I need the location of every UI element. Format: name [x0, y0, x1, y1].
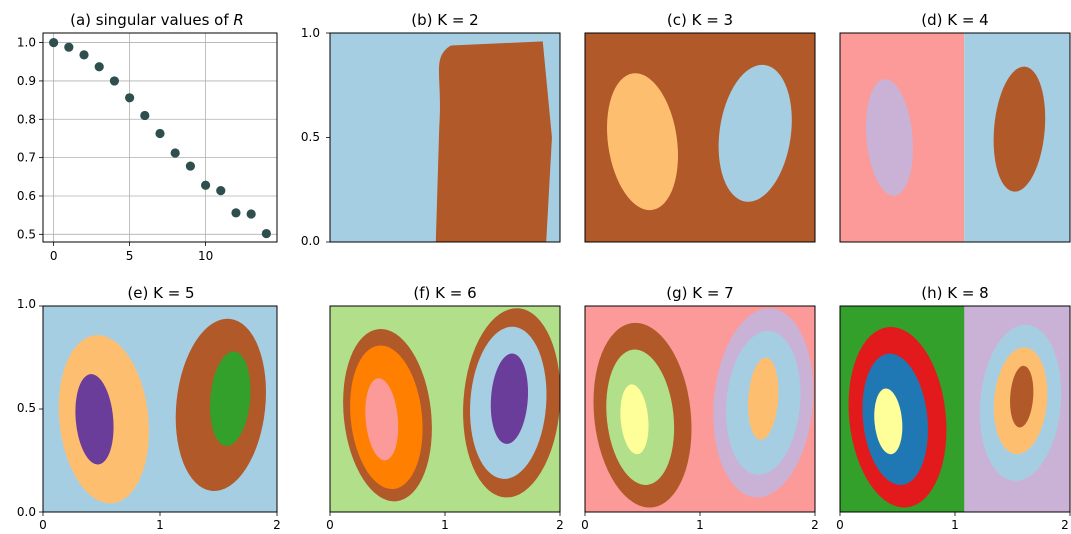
- panel-f-x-ticks: 0 1 2: [326, 518, 564, 532]
- panel-a-xtick-1: 5: [126, 249, 134, 263]
- panel-e-title: (e) K = 5: [127, 284, 194, 302]
- panel-h-xtick-1: 1: [951, 518, 959, 532]
- panel-e-xtick-2: 2: [273, 518, 281, 532]
- panel-k5: (e) K = 5: [39, 284, 278, 516]
- region-purple: [490, 353, 529, 444]
- region-brown: [1010, 365, 1034, 428]
- panel-c-frame: [584, 32, 816, 243]
- panel-a-ytick-3: 0.8: [17, 112, 36, 126]
- singular-value-point-10: [200, 180, 211, 190]
- panel-g-x-ticks: 0 1 2: [581, 518, 819, 532]
- region-lavender: [865, 79, 913, 196]
- singular-value-point-13: [246, 209, 256, 219]
- panel-a-xtick-0: 0: [50, 249, 58, 263]
- panel-a-ytick-4: 0.9: [17, 74, 36, 88]
- singular-value-point-7: [155, 128, 165, 139]
- panel-e-ytick-2: 1.0: [17, 297, 36, 311]
- singular-value-point-2: [79, 50, 89, 60]
- panel-e-ytick-0: 0.0: [17, 505, 36, 519]
- panel-d-regions: [840, 33, 1070, 242]
- singular-value-point-14: [261, 228, 271, 239]
- singular-value-point-11: [216, 186, 226, 196]
- panel-e-y-ticks: 0.0 0.5 1.0: [17, 297, 36, 519]
- region-green: [209, 351, 251, 446]
- panel-a-ytick-0: 0.5: [17, 227, 36, 241]
- region-light-blue: [718, 64, 792, 202]
- panel-a-ytick-5: 1.0: [17, 36, 36, 50]
- panel-b-ytick-1: 0.5: [301, 130, 320, 144]
- panel-k4: (d) K = 4: [839, 11, 1071, 243]
- region-yellow: [620, 384, 649, 455]
- panel-h-title: (h) K = 8: [921, 284, 988, 302]
- panel-a-xtick-2: 10: [198, 249, 213, 263]
- singular-value-point-5: [125, 93, 135, 103]
- panel-e-regions: [43, 306, 277, 512]
- panel-g-xtick-1: 1: [696, 518, 704, 532]
- panel-g-xtick-2: 2: [811, 518, 819, 532]
- panel-b-ytick-2: 1.0: [301, 26, 320, 40]
- panel-f-xtick-1: 1: [441, 518, 449, 532]
- panel-f-xtick-2: 2: [556, 518, 564, 532]
- panel-k2: (b) K = 2: [326, 11, 561, 243]
- panel-a-ytick-2: 0.7: [17, 151, 36, 165]
- region-purple: [75, 374, 114, 465]
- panel-b-title: (b) K = 2: [411, 11, 478, 29]
- panel-d-frame: [839, 32, 1071, 243]
- panel-k3: (c) K = 3: [584, 11, 816, 243]
- panel-k6: (f) K = 6: [329, 284, 561, 516]
- region-pink: [365, 378, 399, 461]
- panel-a-title: (a) singular values of R: [70, 11, 244, 29]
- panel-e-xtick-0: 0: [39, 518, 47, 532]
- singular-value-point-8: [170, 148, 180, 158]
- panel-a-ytick-1: 0.6: [17, 189, 36, 203]
- singular-value-point-6: [140, 110, 150, 121]
- panel-singular-values: (a) singular values of R 0 5 10 0.5 0.6 0.7 0.…: [17, 11, 278, 263]
- panel-f-title: (f) K = 6: [413, 284, 476, 302]
- panel-h-xtick-0: 0: [836, 518, 844, 532]
- panel-g-xtick-0: 0: [581, 518, 589, 532]
- panel-b-regions: [330, 33, 560, 242]
- panel-f-regions: [330, 306, 560, 512]
- singular-value-point-12: [231, 208, 241, 218]
- panel-h-x-ticks: 0 1 2: [836, 518, 1069, 532]
- panel-d-title: (d) K = 4: [921, 11, 988, 29]
- panel-a-points: [49, 37, 271, 239]
- panel-a-frame: [42, 32, 278, 243]
- singular-value-point-3: [94, 62, 104, 72]
- region-light-orange: [748, 357, 779, 440]
- region-yellow: [874, 388, 903, 455]
- panel-h-regions: [840, 306, 1070, 512]
- panel-k7: (g) K = 7: [584, 284, 816, 516]
- panel-f-xtick-0: 0: [326, 518, 334, 532]
- panel-b-y-ticks: 0.0 0.5 1.0: [301, 26, 320, 248]
- panel-a-ticks: 0 5 10 0.5 0.6 0.7 0.8 0.9 1.0: [17, 36, 213, 263]
- panel-k8: (h) K = 8: [839, 284, 1071, 516]
- singular-value-point-1: [64, 42, 74, 52]
- singular-value-point-9: [185, 161, 195, 171]
- panel-g-regions: [585, 306, 815, 512]
- region-brown: [993, 66, 1046, 192]
- singular-value-point-4: [109, 76, 120, 86]
- panel-b-ytick-0: 0.0: [301, 234, 320, 248]
- singular-value-point-0: [49, 37, 59, 48]
- region-brown: [435, 41, 552, 242]
- panel-a-grid: [43, 33, 277, 242]
- panel-c-title: (c) K = 3: [667, 11, 733, 29]
- panel-e-x-ticks: 0 1 2: [39, 518, 281, 532]
- panel-c-regions: [585, 33, 815, 242]
- panel-e-ytick-1: 0.5: [17, 401, 36, 415]
- region-light-orange: [607, 73, 678, 211]
- panel-h-xtick-2: 2: [1061, 518, 1069, 532]
- panel-e-xtick-1: 1: [156, 518, 164, 532]
- panel-g-title: (g) K = 7: [666, 284, 733, 302]
